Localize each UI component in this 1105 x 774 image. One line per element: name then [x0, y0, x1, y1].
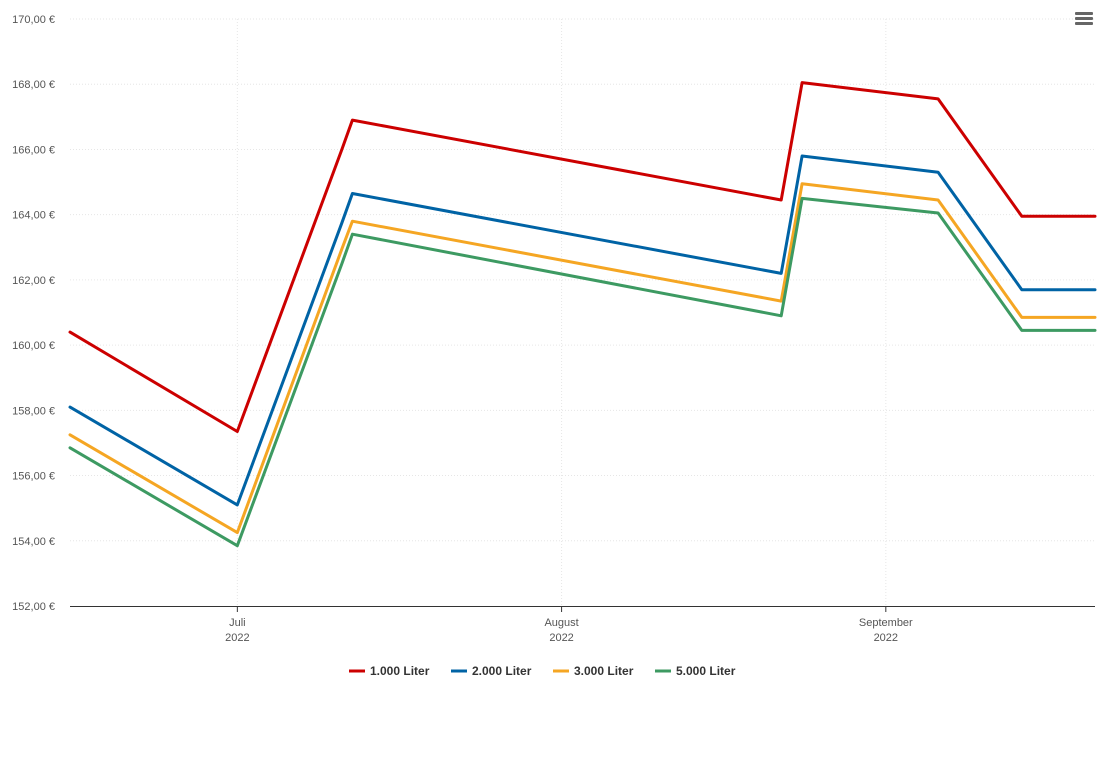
legend-label: 1.000 Liter [370, 664, 430, 678]
legend-item[interactable]: 1.000 Liter [349, 664, 430, 678]
y-tick-label: 158,00 € [12, 405, 55, 417]
legend-item[interactable]: 2.000 Liter [451, 664, 532, 678]
x-tick-year: 2022 [874, 632, 898, 644]
series-line-4[interactable] [68, 196, 1097, 548]
legend-item[interactable]: 5.000 Liter [655, 664, 736, 678]
y-tick-label: 154,00 € [12, 536, 55, 548]
x-tick-label: Juli [229, 617, 246, 629]
y-tick-label: 170,00 € [12, 14, 55, 26]
x-tick-year: 2022 [549, 632, 573, 644]
legend-label: 5.000 Liter [676, 664, 736, 678]
hamburger-menu-icon[interactable] [1075, 12, 1093, 28]
y-tick-label: 168,00 € [12, 79, 55, 91]
y-tick-label: 160,00 € [12, 340, 55, 352]
y-tick-label: 152,00 € [12, 601, 55, 613]
series-line-1[interactable] [68, 81, 1097, 433]
x-tick-label: September [859, 617, 913, 629]
series-line-3[interactable] [68, 182, 1097, 535]
legend-label: 2.000 Liter [472, 664, 532, 678]
x-tick-year: 2022 [225, 632, 249, 644]
series-line-2[interactable] [68, 154, 1097, 507]
y-axis: 152,00 € 154,00 € 156,00 € 158,00 € 160,00 €… [12, 14, 55, 613]
legend-item[interactable]: 3.000 Liter [553, 664, 634, 678]
y-tick-label: 164,00 € [12, 210, 55, 222]
grid-lines [70, 18, 1095, 606]
legend-label: 3.000 Liter [574, 664, 634, 678]
legend: 1.000 Liter 2.000 Liter 3.000 Liter 5.000 L… [349, 664, 736, 678]
series-lines [68, 81, 1097, 548]
y-tick-label: 166,00 € [12, 144, 55, 156]
y-tick-label: 162,00 € [12, 275, 55, 287]
x-tick-label: August [544, 617, 578, 629]
x-axis: Juli 2022 August 2022 September 2022 [70, 606, 1095, 644]
y-tick-label: 156,00 € [12, 471, 55, 483]
